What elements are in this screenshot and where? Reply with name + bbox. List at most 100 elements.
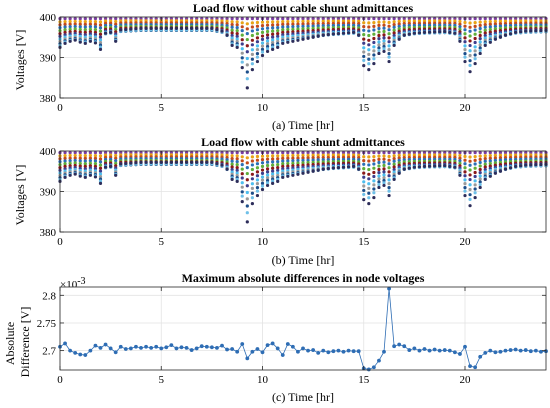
node-8-point-36 — [240, 51, 244, 55]
node-3-point-61 — [367, 163, 371, 167]
node-1-point-10 — [109, 19, 113, 23]
node-11-point-49 — [306, 36, 310, 40]
node-4-point-87 — [498, 160, 503, 164]
node-0-point-49 — [306, 17, 310, 21]
node-11-point-36 — [240, 200, 244, 204]
difference-point-94 — [533, 348, 538, 353]
node-7-point-65 — [387, 44, 391, 48]
node-5-point-34 — [230, 165, 234, 169]
node-10-point-80 — [463, 189, 467, 193]
node-4-point-34 — [230, 162, 234, 166]
node-2-point-46 — [291, 22, 295, 26]
node-11-point-7 — [93, 175, 98, 179]
panel-a-xlabel: (a) Time [hr] — [272, 118, 334, 132]
difference-point-89 — [508, 348, 513, 352]
node-2-point-42 — [271, 23, 275, 27]
node-11-point-89 — [508, 32, 513, 36]
node-11-point-48 — [301, 171, 305, 175]
node-1-point-59 — [357, 19, 361, 23]
node-10-point-82 — [473, 191, 477, 195]
node-11-point-2 — [68, 173, 72, 177]
node-3-point-46 — [291, 25, 295, 29]
node-4-point-37 — [245, 171, 249, 176]
node-1-point-51 — [316, 153, 320, 157]
node-11-point-3 — [73, 38, 77, 42]
node-1-point-53 — [326, 153, 330, 157]
node-2-point-44 — [281, 22, 285, 26]
node-5-point-83 — [478, 167, 482, 172]
node-0-point-13 — [124, 151, 128, 155]
node-3-point-52 — [321, 158, 325, 162]
node-1-point-47 — [296, 19, 300, 24]
node-9-point-36 — [240, 190, 244, 194]
node-1-point-39 — [255, 154, 260, 159]
node-9-point-80 — [463, 185, 467, 190]
node-2-point-87 — [498, 22, 503, 26]
node-4-point-3 — [73, 161, 77, 165]
node-5-point-84 — [483, 165, 487, 169]
node-11-point-39 — [255, 193, 260, 198]
node-11-point-37 — [245, 86, 249, 90]
node-11-point-58 — [352, 164, 356, 168]
node-11-point-46 — [291, 39, 295, 43]
node-8-point-62 — [372, 183, 376, 187]
node-11-point-27 — [195, 26, 199, 30]
difference-point-42 — [270, 341, 275, 346]
node-1-point-49 — [306, 19, 310, 23]
node-1-point-51 — [316, 19, 320, 23]
node-2-point-64 — [382, 157, 386, 161]
node-0-point-30 — [210, 17, 214, 21]
difference-point-7 — [93, 343, 98, 348]
node-11-point-93 — [529, 29, 533, 33]
x-tick-label-1: 5 — [159, 102, 165, 114]
node-7-point-8 — [98, 38, 103, 42]
node-5-point-80 — [463, 170, 467, 174]
node-7-point-43 — [276, 37, 280, 41]
node-8-point-38 — [250, 186, 254, 190]
node-0-point-19 — [154, 151, 158, 155]
node-0-point-95 — [539, 17, 543, 21]
node-3-point-46 — [291, 159, 295, 163]
node-1-point-71 — [417, 153, 422, 157]
node-0-point-59 — [357, 151, 361, 155]
node-11-point-58 — [352, 30, 356, 34]
node-11-point-81 — [468, 70, 472, 74]
node-11-point-18 — [149, 160, 153, 164]
node-6-point-80 — [463, 40, 467, 44]
node-4-point-62 — [372, 32, 376, 36]
node-0-point-75 — [438, 17, 442, 21]
node-0-point-53 — [326, 151, 330, 155]
node-9-point-63 — [377, 180, 381, 184]
node-11-point-67 — [397, 171, 401, 175]
node-2-point-6 — [88, 22, 92, 26]
node-11-point-57 — [346, 165, 351, 169]
node-11-point-50 — [311, 35, 315, 39]
node-8-point-40 — [260, 44, 265, 48]
difference-point-58 — [351, 349, 356, 354]
node-1-point-61 — [367, 21, 371, 25]
node-0-point-51 — [316, 17, 320, 21]
node-1-point-77 — [448, 19, 452, 23]
node-1-point-11 — [114, 19, 118, 24]
panel-c-title: Maximum absolute differences in node vol… — [182, 271, 425, 285]
node-8-point-37 — [245, 63, 249, 67]
node-0-point-36 — [240, 17, 244, 21]
node-11-point-39 — [255, 59, 260, 64]
node-1-point-44 — [281, 153, 285, 158]
node-0-point-21 — [164, 17, 168, 21]
node-11-point-45 — [286, 174, 290, 178]
node-4-point-2 — [68, 161, 72, 165]
node-4-point-81 — [468, 34, 472, 38]
node-11-point-42 — [271, 47, 275, 52]
node-1-point-81 — [468, 21, 472, 25]
node-0-point-83 — [478, 151, 482, 155]
node-0-point-85 — [488, 17, 492, 21]
node-8-point-83 — [478, 177, 482, 181]
node-0-point-45 — [286, 17, 290, 21]
node-4-point-85 — [488, 27, 492, 32]
node-0-point-94 — [534, 151, 538, 155]
node-1-point-2 — [68, 19, 72, 24]
node-0-point-49 — [306, 151, 310, 155]
difference-point-78 — [452, 350, 457, 355]
node-1-point-35 — [235, 154, 239, 158]
